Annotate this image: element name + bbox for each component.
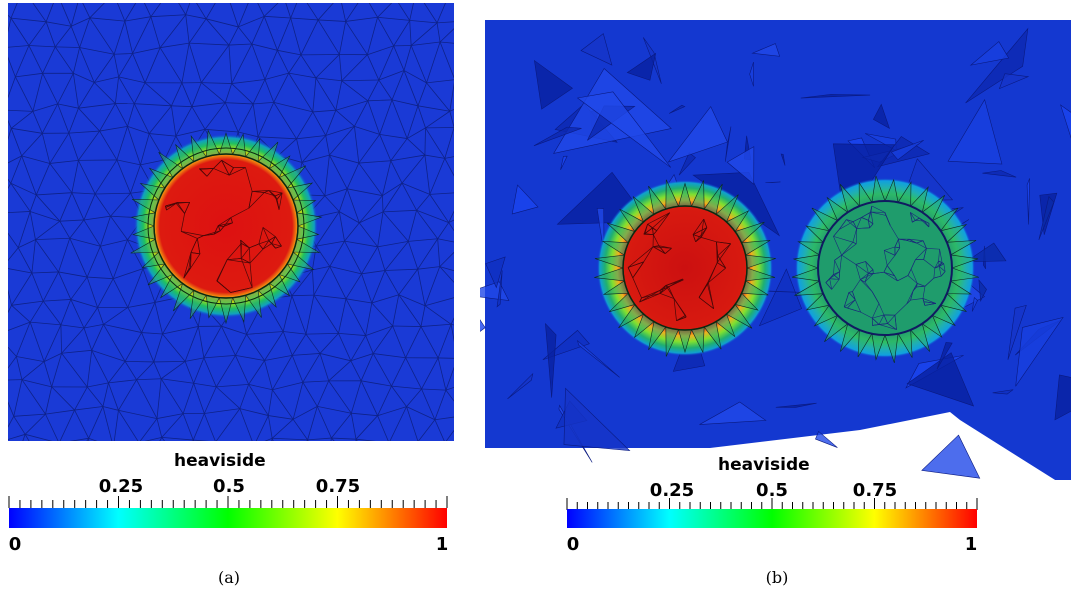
- interface-ring: [153, 153, 299, 299]
- mesh-lines: [8, 3, 454, 441]
- colorbar: [566, 498, 978, 528]
- panel-b: heaviside 0.25 0.5 0.75 0 1 (b): [480, 0, 1071, 594]
- colorbar-label-075: 0.75: [852, 480, 898, 501]
- panel-a: heaviside 0.25 0.5 0.75 0 1 (a): [0, 0, 460, 594]
- colorbar-label-max: 1: [435, 534, 449, 555]
- mesh-render-3d: [480, 20, 1071, 480]
- mesh-render-2d: [8, 3, 454, 441]
- sphere-mesh-right: [825, 205, 946, 330]
- droplet-mesh: [165, 160, 283, 293]
- droplet: [134, 134, 318, 318]
- colorbar-ticks: [8, 496, 448, 508]
- colorbar-label-05: 0.5: [756, 480, 788, 501]
- caption-b: (b): [765, 568, 789, 587]
- droplet-mesh-left: [627, 212, 731, 322]
- interface-spikes-right: [791, 175, 979, 363]
- colorbar-label-min: 0: [8, 534, 22, 555]
- colorbar-label-075: 0.75: [315, 476, 361, 497]
- sphere-right: [817, 200, 953, 336]
- caption-a: (a): [217, 568, 241, 587]
- colorbar-label-05: 0.5: [213, 476, 245, 497]
- colorbar-label-025: 0.25: [649, 480, 695, 501]
- colorbar-label-025: 0.25: [98, 476, 144, 497]
- colorbar-label-max: 1: [964, 534, 978, 555]
- interface-spikes: [130, 129, 323, 325]
- colorbar: [8, 496, 448, 528]
- colorbar-ticks: [566, 498, 978, 510]
- colorbar-label-min: 0: [566, 534, 580, 555]
- colorbar-gradient: [567, 509, 977, 528]
- colorbar-gradient: [9, 508, 447, 528]
- colorbar-title: heaviside: [174, 451, 266, 471]
- colorbar-title: heaviside: [718, 455, 810, 475]
